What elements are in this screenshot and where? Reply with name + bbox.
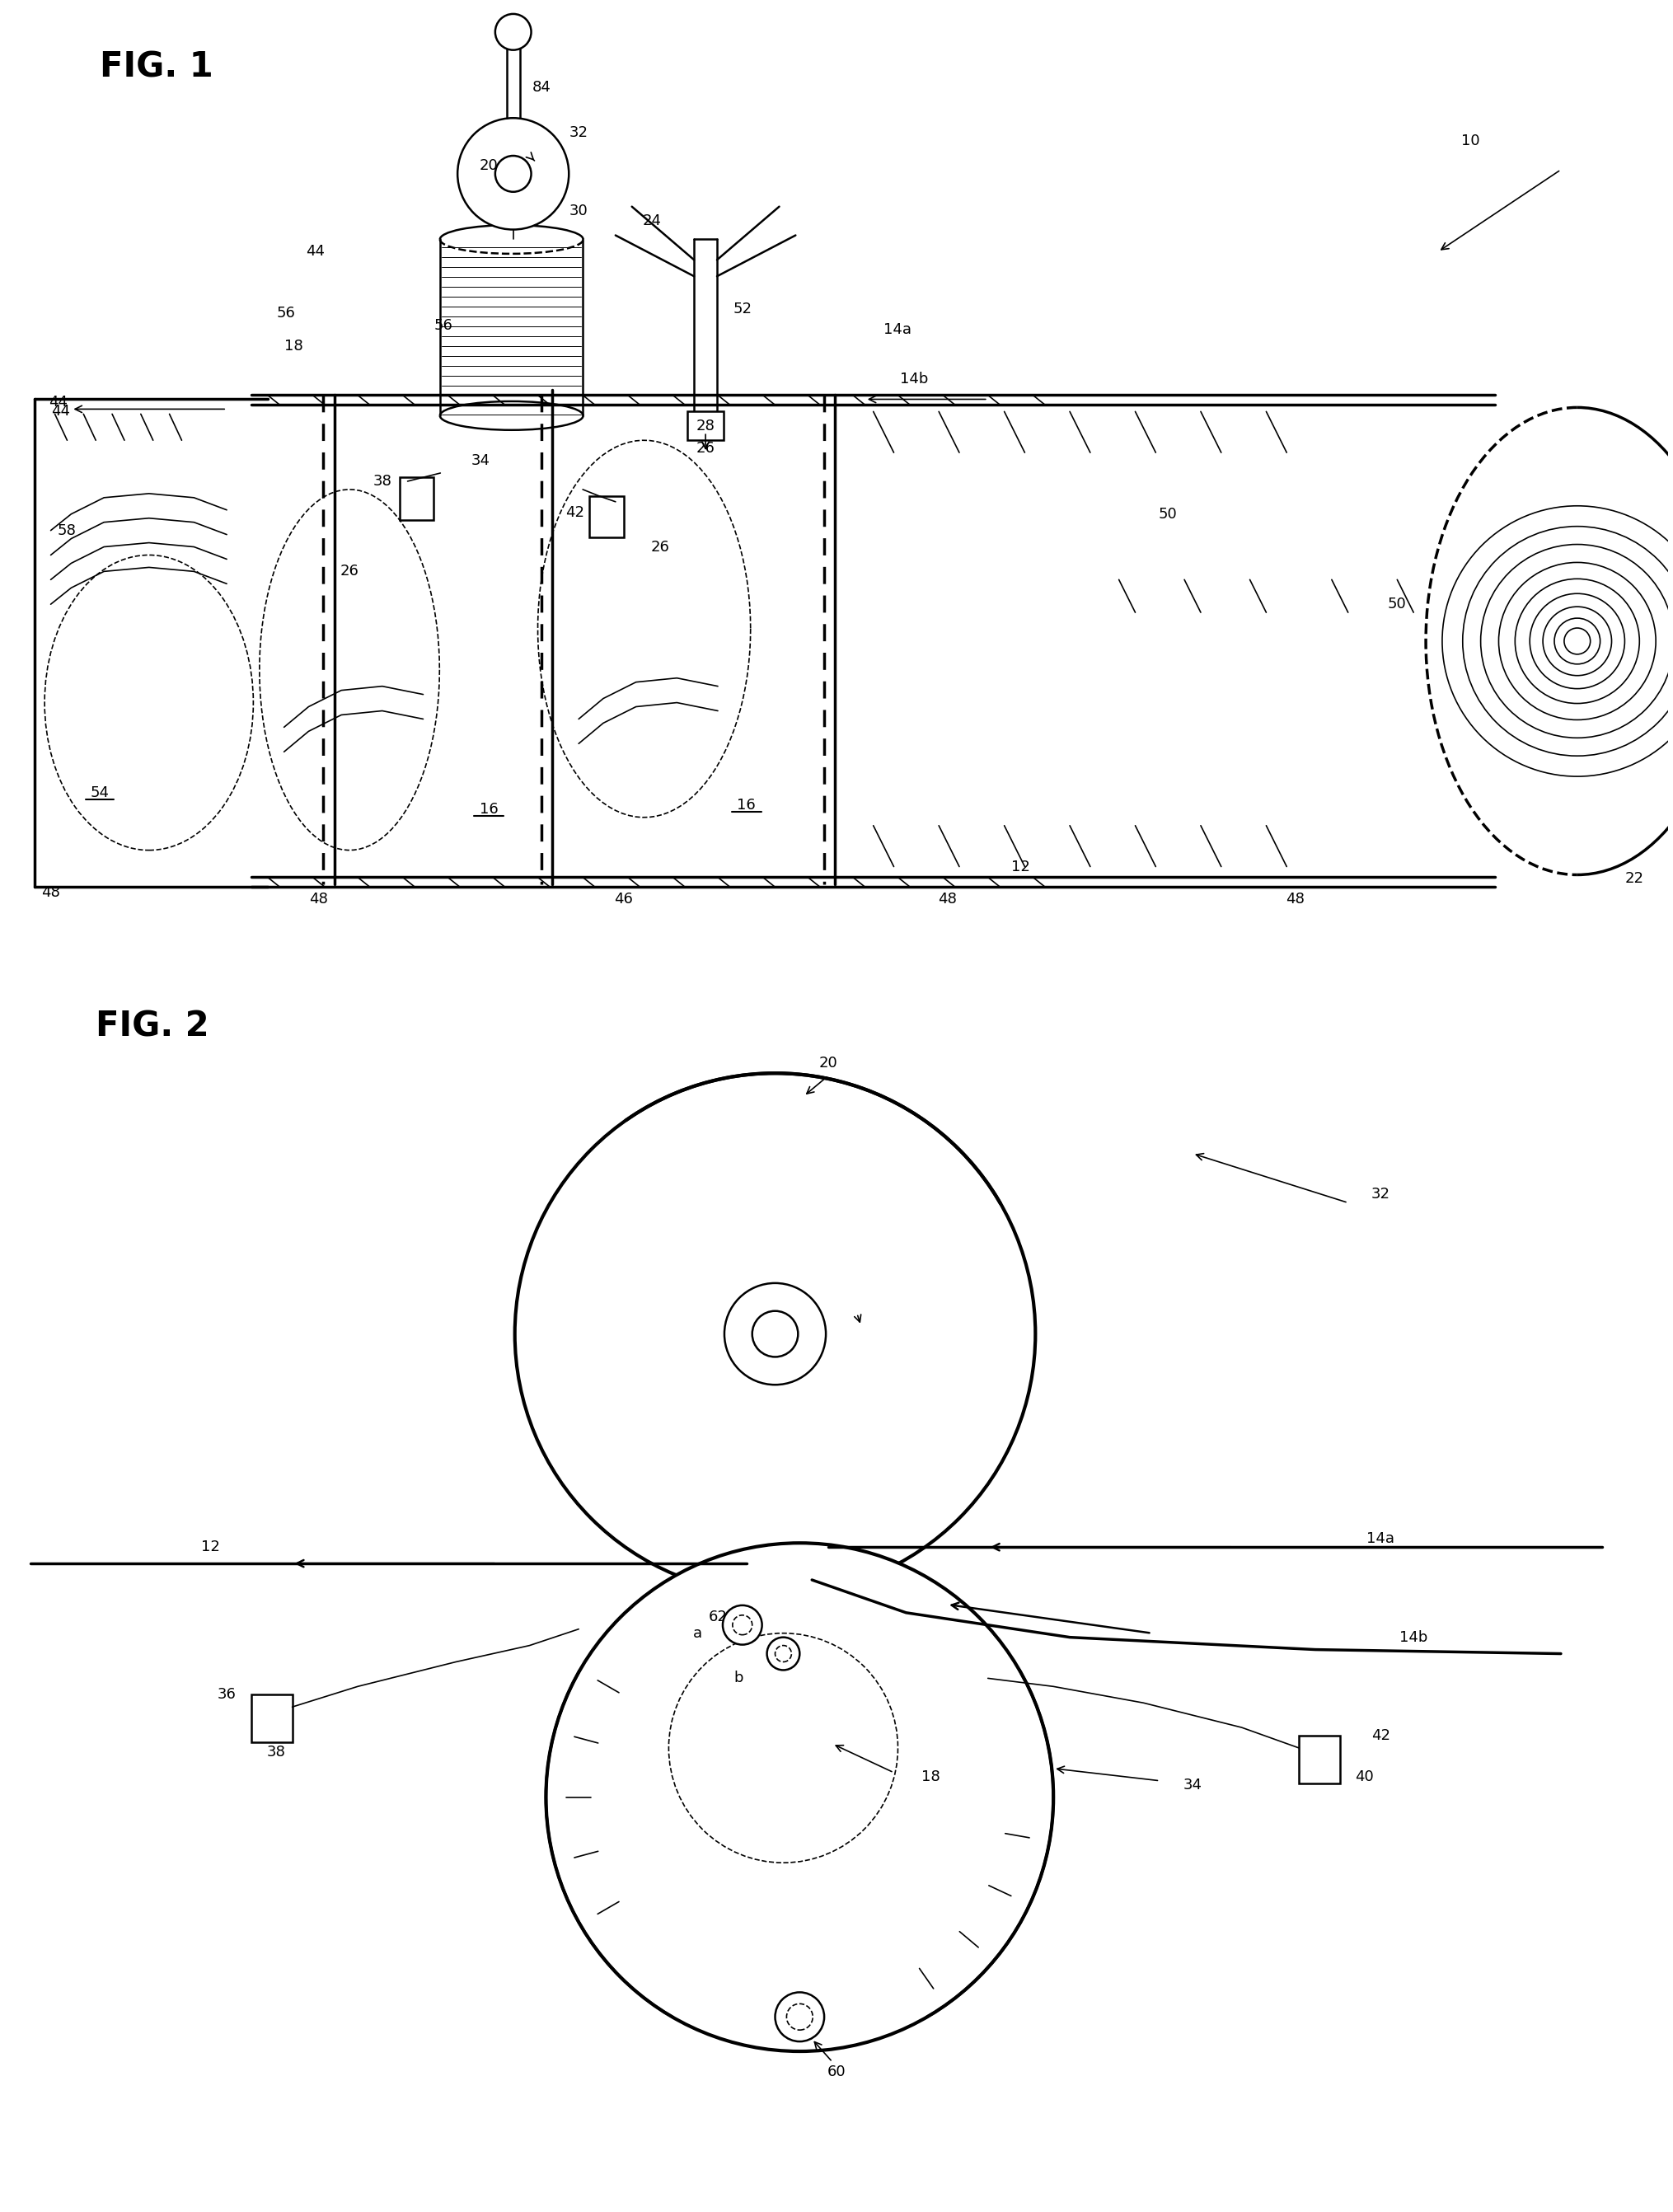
Text: 48: 48 — [1285, 891, 1303, 907]
Text: 60: 60 — [826, 2064, 845, 2079]
Text: 10: 10 — [1461, 133, 1479, 148]
Text: 20: 20 — [818, 1055, 836, 1071]
Text: 38: 38 — [373, 473, 391, 489]
Text: 36: 36 — [217, 1688, 236, 1701]
Text: b: b — [733, 1670, 743, 1686]
Circle shape — [669, 1632, 897, 1863]
Circle shape — [748, 1745, 850, 1847]
Bar — [400, 478, 433, 520]
Circle shape — [786, 2004, 813, 2031]
Bar — [589, 495, 624, 538]
Circle shape — [1442, 507, 1673, 776]
Circle shape — [1554, 617, 1599, 664]
Text: 20: 20 — [478, 159, 499, 173]
Text: 14a: 14a — [1367, 1531, 1394, 1546]
Circle shape — [1563, 628, 1589, 655]
Circle shape — [1497, 562, 1655, 719]
Circle shape — [766, 1637, 800, 1670]
Circle shape — [723, 1606, 761, 1646]
Circle shape — [775, 1646, 791, 1661]
Text: 18: 18 — [920, 1770, 940, 1785]
Circle shape — [515, 1073, 1036, 1595]
Text: 44: 44 — [49, 396, 67, 409]
Text: 44: 44 — [50, 405, 70, 418]
Text: FIG. 2: FIG. 2 — [95, 1009, 209, 1044]
Circle shape — [1514, 580, 1638, 703]
Text: 16: 16 — [736, 799, 756, 812]
Text: 22: 22 — [1624, 872, 1643, 887]
Text: 42: 42 — [565, 504, 584, 520]
Text: 24: 24 — [642, 212, 661, 228]
Circle shape — [1543, 606, 1611, 675]
Circle shape — [751, 1312, 798, 1356]
Circle shape — [457, 117, 569, 230]
Text: 84: 84 — [532, 80, 550, 95]
Text: 44: 44 — [306, 243, 325, 259]
Text: 42: 42 — [1370, 1728, 1390, 1743]
Circle shape — [1462, 526, 1673, 757]
Circle shape — [495, 155, 530, 192]
Text: 40: 40 — [1355, 1770, 1374, 1785]
Circle shape — [733, 1615, 751, 1635]
Text: 38: 38 — [266, 1745, 284, 1759]
Text: 28: 28 — [696, 418, 714, 434]
Text: a: a — [693, 1626, 701, 1641]
Bar — [251, 1694, 293, 1743]
Text: 16: 16 — [478, 801, 499, 816]
Text: 62: 62 — [708, 1610, 726, 1624]
Text: 32: 32 — [569, 126, 587, 139]
Text: 14a: 14a — [883, 323, 912, 336]
Bar — [1298, 1736, 1338, 1783]
Text: 56: 56 — [433, 319, 453, 332]
Text: 52: 52 — [733, 301, 751, 316]
Text: 14b: 14b — [1399, 1630, 1427, 1646]
Text: 50: 50 — [1158, 507, 1176, 522]
Text: 56: 56 — [276, 305, 294, 321]
Text: 26: 26 — [340, 564, 358, 580]
Circle shape — [495, 13, 530, 51]
Text: 32: 32 — [1370, 1188, 1390, 1201]
Text: FIG. 1: FIG. 1 — [100, 51, 212, 84]
Circle shape — [776, 1774, 821, 1820]
Circle shape — [1481, 544, 1673, 739]
Text: 34: 34 — [470, 453, 490, 469]
Text: 58: 58 — [57, 522, 77, 538]
Text: 48: 48 — [310, 891, 328, 907]
Text: 48: 48 — [42, 885, 60, 900]
Text: 46: 46 — [614, 891, 632, 907]
Text: 26: 26 — [651, 540, 669, 555]
Text: 30: 30 — [569, 204, 587, 219]
Text: 12: 12 — [201, 1540, 219, 1555]
Text: 14b: 14b — [900, 372, 929, 387]
Text: 18: 18 — [284, 338, 303, 354]
Text: 54: 54 — [90, 785, 109, 801]
Circle shape — [724, 1283, 825, 1385]
Text: 34: 34 — [1183, 1778, 1201, 1792]
Circle shape — [775, 1993, 823, 2042]
Text: 50: 50 — [1387, 597, 1405, 613]
Text: 26: 26 — [696, 440, 714, 456]
Text: 48: 48 — [937, 891, 955, 907]
Circle shape — [1529, 593, 1624, 688]
Circle shape — [545, 1544, 1052, 2051]
Text: 12: 12 — [1010, 858, 1029, 874]
Bar — [688, 411, 723, 440]
